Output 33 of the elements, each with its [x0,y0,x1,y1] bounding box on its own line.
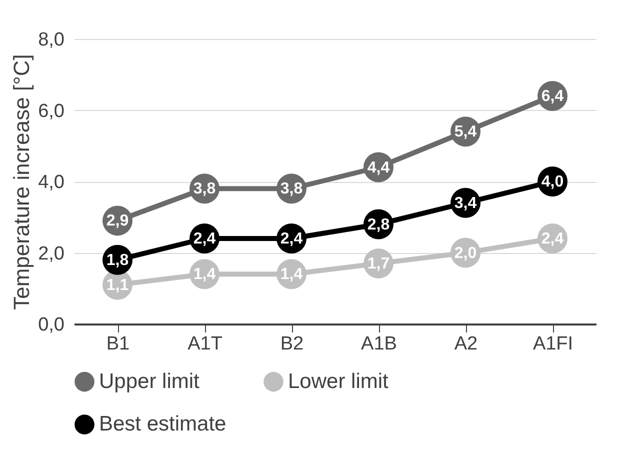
x-tick-label: A1B [361,334,397,354]
data-label: 5,4 [454,124,477,141]
data-label: 1,4 [280,266,303,284]
data-label: 6,4 [541,88,564,105]
y-tick-label: 0,0 [38,314,64,336]
data-label: 2,0 [454,244,477,262]
data-label: 1,7 [367,255,390,272]
data-label: 2,4 [193,230,216,248]
y-tick-label: 6,0 [38,100,64,122]
data-label: 2,4 [541,230,564,248]
data-label: 2,9 [106,212,129,230]
x-tick-label: A2 [454,334,478,354]
data-label: 1,1 [106,276,129,294]
legend-label: Lower limit [288,370,389,393]
legend-label: Best estimate [99,412,226,436]
data-label: 2,8 [367,216,390,234]
y-tick-label: 2,0 [38,243,64,264]
y-tick-label: 4,0 [38,172,64,193]
data-label: 2,4 [280,230,303,248]
data-label: 3,8 [280,180,303,198]
y-tick-label: 8,0 [38,30,64,50]
x-tick-label: B2 [280,334,304,354]
legend-label: Upper limit [99,370,200,393]
data-label: 4,4 [367,159,390,176]
data-label: 3,4 [454,194,477,212]
x-tick-label: A1FI [532,334,574,354]
data-label: 3,8 [193,180,216,198]
y-axis-title: Temperature increase [°C] [9,54,34,310]
data-label: 1,4 [193,266,216,284]
data-label: 1,8 [106,252,129,269]
data-label: 4,0 [541,174,564,190]
x-tick-label: B1 [106,334,130,354]
x-tick-label: A1T [188,334,223,354]
